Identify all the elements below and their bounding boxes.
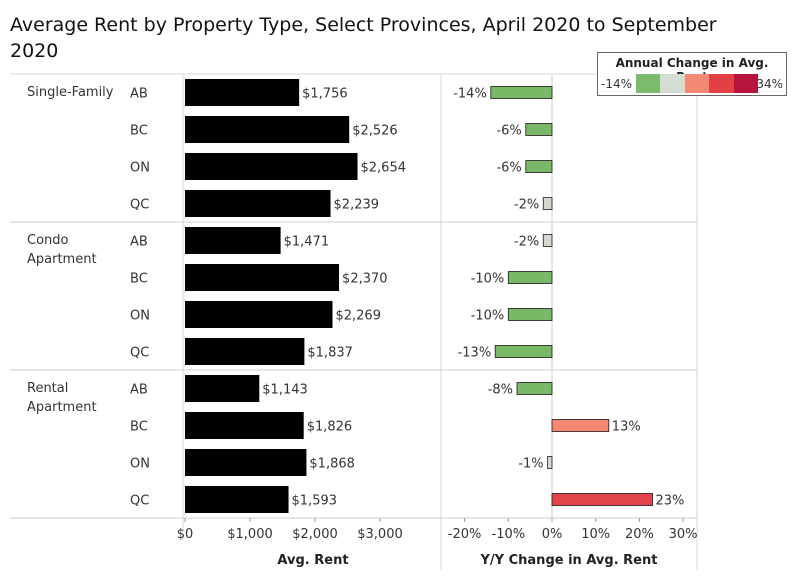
yoy-axis-title: Y/Y Change in Avg. Rent — [480, 553, 658, 568]
yoy-value-label: -14% — [453, 87, 487, 102]
legend-min-label: -14% — [601, 77, 633, 91]
rent-bar — [185, 153, 358, 180]
yoy-tick-label: 30% — [669, 527, 698, 542]
province-label: AB — [130, 383, 148, 398]
yoy-value-label: -2% — [514, 235, 539, 250]
yoy-tick-label: 0% — [542, 527, 563, 542]
yoy-value-label: -6% — [496, 124, 521, 139]
group-label: Single-Family — [27, 85, 114, 100]
yoy-tick-label: -10% — [492, 527, 526, 542]
rent-bar — [185, 486, 289, 513]
yoy-bar — [507, 271, 553, 284]
yoy-bar — [551, 493, 653, 506]
group-label: Apartment — [27, 400, 97, 415]
yoy-value-label: 23% — [656, 494, 685, 509]
rent-tick-label: $3,000 — [357, 527, 403, 542]
yoy-bar — [525, 123, 553, 136]
rent-bar — [185, 264, 340, 291]
province-label: ON — [130, 161, 150, 176]
province-label: BC — [130, 272, 148, 287]
legend-swatch — [709, 74, 734, 93]
yoy-bar — [542, 234, 553, 247]
rent-value-label: $2,370 — [342, 272, 388, 287]
rent-value-label: $1,837 — [307, 346, 353, 361]
rent-value-label: $2,526 — [352, 124, 398, 139]
yoy-value-label: -8% — [488, 383, 513, 398]
rent-value-label: $1,471 — [284, 235, 330, 250]
yoy-bar — [551, 419, 610, 432]
rent-value-label: $2,654 — [361, 161, 407, 176]
rent-value-label: $1,868 — [309, 457, 355, 472]
rent-bar — [185, 338, 305, 365]
legend-swatch — [636, 74, 661, 93]
yoy-bar — [542, 197, 553, 210]
province-label: BC — [130, 420, 148, 435]
group-label: Apartment — [27, 252, 97, 267]
yoy-bar — [507, 308, 553, 321]
province-label: ON — [130, 309, 150, 324]
rent-bar — [185, 190, 331, 217]
rent-value-label: $1,143 — [262, 383, 308, 398]
yoy-value-label: 13% — [612, 420, 641, 435]
yoy-value-label: -2% — [514, 198, 539, 213]
yoy-value-label: -1% — [518, 457, 543, 472]
yoy-bar — [494, 345, 553, 358]
yoy-tick-label: 20% — [625, 527, 654, 542]
rent-value-label: $1,756 — [302, 87, 348, 102]
province-label: ON — [130, 457, 150, 472]
yoy-bar — [516, 382, 553, 395]
yoy-value-label: -13% — [458, 346, 492, 361]
rent-bar — [185, 116, 350, 143]
yoy-bar — [525, 160, 553, 173]
legend-swatch — [684, 74, 710, 93]
rent-tick-label: $0 — [177, 527, 194, 542]
rent-bar — [185, 412, 304, 439]
province-label: QC — [130, 494, 149, 509]
legend-swatch — [733, 74, 759, 93]
province-label: BC — [130, 124, 148, 139]
yoy-tick-label: -20% — [448, 527, 482, 542]
province-label: QC — [130, 198, 149, 213]
yoy-value-label: -10% — [471, 272, 505, 287]
color-legend: Annual Change in Avg. Rent -14% 34% — [597, 52, 787, 96]
chart-title: Average Rent by Property Type, Select Pr… — [10, 14, 717, 62]
rent-bar — [185, 79, 300, 106]
group-label: Rental — [27, 381, 68, 396]
rent-bar — [185, 227, 281, 254]
rent-value-label: $1,826 — [307, 420, 353, 435]
yoy-tick-label: 10% — [581, 527, 610, 542]
legend-max-label: 34% — [756, 77, 783, 91]
rent-bar — [185, 449, 307, 476]
rent-axis-title: Avg. Rent — [277, 553, 348, 568]
province-label: AB — [130, 87, 148, 102]
rent-value-label: $2,239 — [334, 198, 380, 213]
yoy-bar — [547, 456, 553, 469]
province-label: QC — [130, 346, 149, 361]
group-label: Condo — [27, 233, 69, 248]
rent-tick-label: $1,000 — [227, 527, 273, 542]
rent-tick-label: $2,000 — [292, 527, 338, 542]
rent-value-label: $2,269 — [335, 309, 381, 324]
yoy-bar — [490, 86, 553, 99]
province-label: AB — [130, 235, 148, 250]
rent-value-label: $1,593 — [292, 494, 338, 509]
rent-bar — [185, 301, 333, 328]
legend-color-ramp — [636, 74, 759, 93]
yoy-value-label: -6% — [496, 161, 521, 176]
rent-bar — [185, 375, 260, 402]
yoy-value-label: -10% — [471, 309, 505, 324]
legend-swatch — [660, 74, 685, 93]
